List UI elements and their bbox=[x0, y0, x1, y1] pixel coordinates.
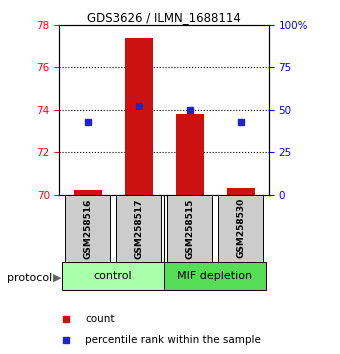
Text: ▶: ▶ bbox=[53, 273, 61, 283]
Bar bbox=[164, 262, 266, 290]
Bar bbox=[167, 195, 212, 262]
Bar bbox=[73, 190, 102, 195]
Bar bbox=[175, 114, 204, 195]
Text: count: count bbox=[85, 314, 115, 324]
Text: MIF depletion: MIF depletion bbox=[177, 271, 253, 281]
Bar bbox=[62, 262, 164, 290]
Bar bbox=[65, 195, 110, 262]
Text: GSM258516: GSM258516 bbox=[83, 198, 92, 258]
Text: GSM258515: GSM258515 bbox=[185, 198, 194, 258]
Text: control: control bbox=[94, 271, 132, 281]
Bar bbox=[226, 188, 255, 195]
Text: GSM258530: GSM258530 bbox=[236, 198, 245, 258]
Bar bbox=[124, 38, 153, 195]
Title: GDS3626 / ILMN_1688114: GDS3626 / ILMN_1688114 bbox=[87, 11, 241, 24]
Text: protocol: protocol bbox=[7, 273, 52, 283]
Bar bbox=[116, 195, 161, 262]
Text: percentile rank within the sample: percentile rank within the sample bbox=[85, 335, 261, 345]
Text: GSM258517: GSM258517 bbox=[134, 198, 143, 258]
Bar bbox=[218, 195, 263, 262]
